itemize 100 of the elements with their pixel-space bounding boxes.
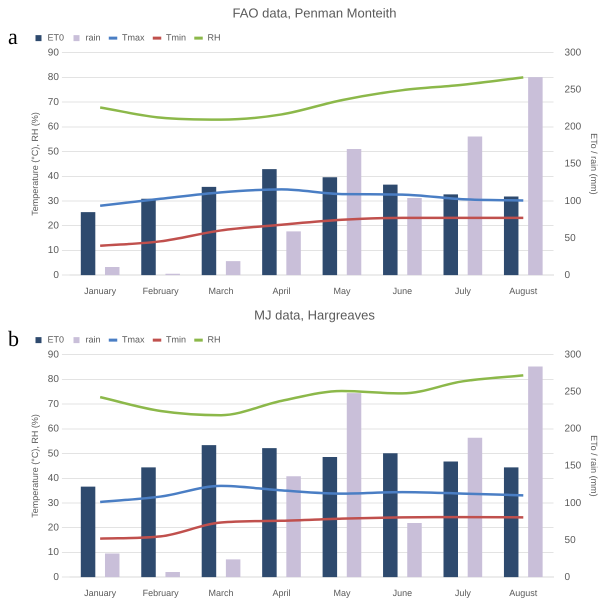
chart-title: FAO data, Penman Monteith: [232, 5, 397, 20]
x-tick-label: July: [454, 588, 472, 598]
x-tick-label: March: [208, 286, 234, 296]
bar: [346, 149, 362, 276]
y-tick-label: 70: [48, 398, 60, 410]
y2-tick-label: 0: [564, 270, 571, 281]
x-tick-label: June: [392, 286, 412, 296]
bar: [202, 445, 216, 578]
bar: [383, 184, 398, 276]
bar: [346, 393, 362, 578]
x-tick-label: March: [208, 588, 234, 598]
bar: [383, 453, 398, 578]
line-series: [98, 76, 525, 121]
y2-tick-label: 250: [564, 386, 582, 398]
y-tick-label: 50: [48, 146, 60, 158]
x-tick-label: January: [84, 286, 117, 296]
bar: [141, 467, 156, 578]
bar: [286, 476, 301, 578]
bar: [468, 438, 482, 578]
y-tick-label: 10: [48, 547, 60, 558]
y2-tick-label: 300: [564, 349, 582, 360]
x-tick-label: June: [392, 588, 412, 598]
bar: [104, 553, 120, 578]
bar: [226, 261, 240, 276]
y2-tick-label: 0: [564, 572, 571, 583]
legend-label: rain: [86, 32, 101, 43]
bar: [444, 461, 458, 578]
bar: [407, 523, 422, 578]
x-tick-label: April: [272, 588, 291, 598]
legend-label: RH: [208, 334, 221, 345]
bar: [407, 198, 422, 276]
y2-tick-label: 150: [564, 158, 582, 170]
bar: [504, 467, 518, 578]
bar: [165, 572, 180, 578]
y-tick-label: 60: [48, 424, 60, 435]
x-tick-label: January: [84, 588, 117, 598]
bar: [286, 231, 301, 276]
x-tick-label: July: [454, 286, 472, 296]
y-tick-label: 40: [48, 171, 60, 182]
line-series: [98, 374, 525, 416]
bar: [104, 267, 120, 276]
x-tick-label: February: [142, 588, 180, 598]
y-tick-label: 10: [48, 245, 60, 256]
bar: [226, 559, 240, 578]
y2-tick-label: 100: [564, 196, 582, 207]
y-tick-label: 0: [53, 270, 60, 281]
y-tick-label: 80: [48, 72, 60, 84]
y-tick-label: 50: [48, 448, 60, 460]
legend-label: ET0: [48, 334, 64, 345]
bar: [528, 366, 543, 578]
y2-tick-label: 200: [564, 424, 582, 435]
bar: [528, 77, 543, 276]
legend-label: rain: [86, 334, 101, 345]
y2-tick-label: 150: [564, 460, 582, 472]
bar: [202, 186, 216, 276]
y-tick-label: 80: [48, 374, 60, 386]
bar: [468, 136, 482, 276]
bar: [444, 194, 458, 276]
y-tick-label: 20: [48, 522, 60, 534]
x-tick-label: April: [272, 286, 291, 296]
y2-axis-title: ETo / rain (mm): [589, 435, 600, 497]
legend-label: Tmax: [122, 334, 146, 345]
x-tick-label: February: [142, 286, 180, 296]
y-axis-title: Temperature (°C), RH (%): [30, 112, 40, 216]
y2-tick-label: 50: [564, 232, 576, 244]
bar: [80, 486, 96, 578]
x-tick-label: May: [333, 588, 351, 598]
legend-label: Tmin: [166, 32, 186, 43]
y-tick-label: 30: [48, 196, 60, 207]
legend-label: Tmax: [122, 32, 146, 43]
bar: [322, 177, 338, 276]
line-series: [98, 216, 525, 248]
bar: [141, 198, 156, 276]
bar: [262, 169, 277, 276]
y2-tick-label: 100: [564, 498, 582, 509]
line-series: [98, 516, 525, 540]
line-series: [98, 188, 525, 207]
legend-label: ET0: [48, 32, 64, 43]
x-tick-label: May: [333, 286, 351, 296]
text: b: [8, 326, 19, 352]
bar: [504, 196, 518, 276]
y-axis-title: Temperature (°C), RH (%): [30, 414, 40, 518]
y-tick-label: 90: [48, 349, 60, 360]
y-tick-label: 30: [48, 498, 60, 509]
y2-tick-label: 50: [564, 534, 576, 546]
y2-tick-label: 200: [564, 122, 582, 133]
y2-tick-label: 300: [564, 47, 582, 58]
bar: [80, 212, 96, 276]
legend-label: Tmin: [166, 334, 186, 345]
bar: [262, 448, 277, 578]
x-tick-label: August: [509, 588, 538, 598]
bar: [322, 456, 338, 578]
y-tick-label: 0: [53, 572, 60, 583]
legend-label: RH: [208, 32, 221, 43]
y-tick-label: 20: [48, 220, 60, 232]
y-tick-label: 70: [48, 96, 60, 108]
y-tick-label: 90: [48, 47, 60, 58]
y-tick-label: 40: [48, 473, 60, 484]
line-series: [98, 484, 525, 504]
y2-tick-label: 250: [564, 84, 582, 96]
